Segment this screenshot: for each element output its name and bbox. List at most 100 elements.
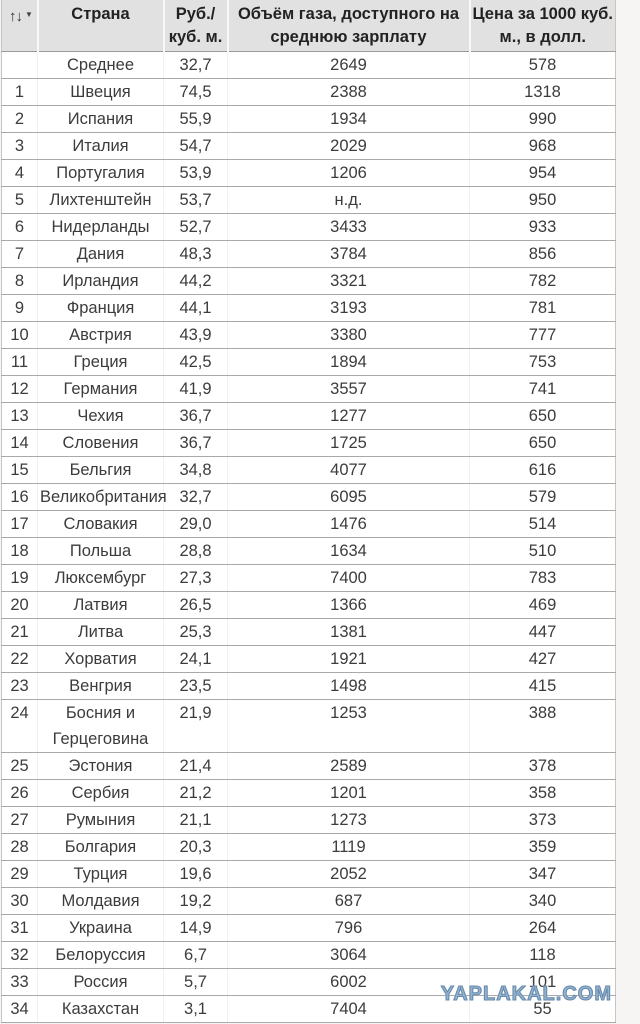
cell-price: 447 <box>469 618 616 646</box>
cell-rub-per-m3: 44,2 <box>163 267 228 295</box>
gas-price-table: ↑↓ ▼ Страна Руб./ куб. м. Объём газа, дос… <box>1 0 616 1023</box>
cell-price: 781 <box>469 294 616 322</box>
cell-volume: 2589 <box>227 752 470 780</box>
table-row: 33 Россия 5,7 6002 101 <box>1 968 616 996</box>
cell-rub-per-m3: 5,7 <box>163 968 228 996</box>
cell-rub-per-m3: 28,8 <box>163 537 228 565</box>
table-row: 19 Люксембург 27,3 7400 783 <box>1 564 616 592</box>
cell-volume: 2388 <box>227 78 470 106</box>
cell-rank: 11 <box>1 348 38 376</box>
cell-rank: 5 <box>1 186 38 214</box>
cell-rub-per-m3: 32,7 <box>163 51 228 79</box>
cell-price: 415 <box>469 672 616 700</box>
cell-rub-per-m3: 29,0 <box>163 510 228 538</box>
cell-volume: 687 <box>227 887 470 915</box>
cell-rank: 23 <box>1 672 38 700</box>
table-row: 7 Дания 48,3 3784 856 <box>1 240 616 268</box>
cell-price: 373 <box>469 806 616 834</box>
cell-volume: 1476 <box>227 510 470 538</box>
cell-volume: 1498 <box>227 672 470 700</box>
cell-rub-per-m3: 36,7 <box>163 402 228 430</box>
cell-rank: 21 <box>1 618 38 646</box>
cell-volume: 1366 <box>227 591 470 619</box>
cell-price: 358 <box>469 779 616 807</box>
cell-rank: 20 <box>1 591 38 619</box>
cell-rank: 9 <box>1 294 38 322</box>
cell-country: Люксембург <box>37 564 164 592</box>
table-row: 30 Молдавия 19,2 687 340 <box>1 887 616 915</box>
cell-price: 340 <box>469 887 616 915</box>
cell-rub-per-m3: 44,1 <box>163 294 228 322</box>
cell-rub-per-m3: 74,5 <box>163 78 228 106</box>
cell-rank: 1 <box>1 78 38 106</box>
cell-price: 616 <box>469 456 616 484</box>
cell-volume: 2649 <box>227 51 470 79</box>
cell-rank: 3 <box>1 132 38 160</box>
sort-arrows-icon: ↑↓ <box>9 8 23 25</box>
table-row: 14 Словения 36,7 1725 650 <box>1 429 616 457</box>
cell-rub-per-m3: 21,9 <box>163 699 228 753</box>
cell-rank: 29 <box>1 860 38 888</box>
sort-control[interactable]: ↑↓ ▼ <box>1 0 38 52</box>
table-row: 2 Испания 55,9 1934 990 <box>1 105 616 133</box>
table-row: 25 Эстония 21,4 2589 378 <box>1 752 616 780</box>
cell-rank: 17 <box>1 510 38 538</box>
cell-rank: 30 <box>1 887 38 915</box>
table-row: 21 Литва 25,3 1381 447 <box>1 618 616 646</box>
cell-country: Франция <box>37 294 164 322</box>
cell-rub-per-m3: 14,9 <box>163 914 228 942</box>
cell-rank: 16 <box>1 483 38 511</box>
cell-rank: 24 <box>1 699 38 753</box>
cell-country: Среднее <box>37 51 164 79</box>
sort-caret-icon: ▼ <box>25 10 33 19</box>
cell-country: Чехия <box>37 402 164 430</box>
cell-rank: 31 <box>1 914 38 942</box>
cell-volume: 7400 <box>227 564 470 592</box>
cell-country: Нидерланды <box>37 213 164 241</box>
cell-country: Ирландия <box>37 267 164 295</box>
cell-country: Великобритания <box>37 483 167 511</box>
cell-rank: 2 <box>1 105 38 133</box>
cell-price: 968 <box>469 132 616 160</box>
cell-rub-per-m3: 19,2 <box>163 887 228 915</box>
cell-volume: 2029 <box>227 132 470 160</box>
table-row: 4 Португалия 53,9 1206 954 <box>1 159 616 187</box>
table-row: 29 Турция 19,6 2052 347 <box>1 860 616 888</box>
cell-price: 954 <box>469 159 616 187</box>
cell-rank: 25 <box>1 752 38 780</box>
watermark: YAPLAKAL.COM <box>440 983 612 1006</box>
cell-volume: 1119 <box>227 833 470 861</box>
cell-price: 378 <box>469 752 616 780</box>
cell-country: Украина <box>37 914 164 942</box>
cell-price: 783 <box>469 564 616 592</box>
cell-country: Словения <box>37 429 164 457</box>
table-row: 5 Лихтенштейн 53,7 н.д. 950 <box>1 186 616 214</box>
cell-volume: 3557 <box>227 375 470 403</box>
cell-price: 118 <box>469 941 616 969</box>
cell-rub-per-m3: 41,9 <box>163 375 228 403</box>
table-row: 31 Украина 14,9 796 264 <box>1 914 616 942</box>
cell-country: Испания <box>37 105 164 133</box>
cell-volume: 1201 <box>227 779 470 807</box>
cell-price: 856 <box>469 240 616 268</box>
cell-price: 933 <box>469 213 616 241</box>
cell-price: 753 <box>469 348 616 376</box>
cell-volume: 1206 <box>227 159 470 187</box>
table-row: 1 Швеция 74,5 2388 1318 <box>1 78 616 106</box>
cell-country: Португалия <box>37 159 164 187</box>
cell-price: 950 <box>469 186 616 214</box>
cell-volume: 2052 <box>227 860 470 888</box>
cell-rub-per-m3: 53,7 <box>163 186 228 214</box>
table-row: 34 Казахстан 3,1 7404 55 <box>1 995 616 1023</box>
cell-volume: 1921 <box>227 645 470 673</box>
table-row: 16 Великобритания 32,7 6095 579 <box>1 483 616 511</box>
cell-price: 650 <box>469 402 616 430</box>
cell-country: Словакия <box>37 510 164 538</box>
table-row: 3 Италия 54,7 2029 968 <box>1 132 616 160</box>
table-row: 6 Нидерланды 52,7 3433 933 <box>1 213 616 241</box>
cell-rub-per-m3: 26,5 <box>163 591 228 619</box>
col-header-gas-volume: Объём газа, доступного на среднюю зарпла… <box>226 0 470 52</box>
cell-country: Турция <box>37 860 164 888</box>
table-row: 15 Бельгия 34,8 4077 616 <box>1 456 616 484</box>
